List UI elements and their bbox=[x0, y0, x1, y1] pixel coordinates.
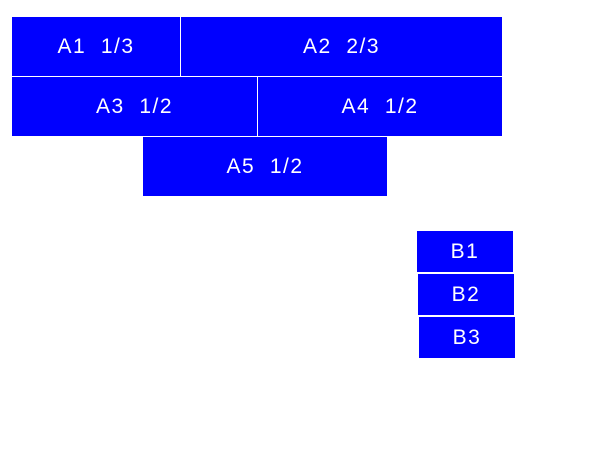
box-a2[interactable]: A2 2/3 bbox=[181, 17, 502, 76]
box-b1[interactable]: B1 bbox=[417, 231, 513, 272]
box-a5[interactable]: A5 1/2 bbox=[143, 137, 387, 196]
box-a4[interactable]: A4 1/2 bbox=[258, 77, 502, 136]
box-b3[interactable]: B3 bbox=[419, 317, 515, 358]
box-b2[interactable]: B2 bbox=[418, 274, 514, 315]
box-a1[interactable]: A1 1/3 bbox=[12, 17, 180, 76]
box-a3[interactable]: A3 1/2 bbox=[12, 77, 257, 136]
